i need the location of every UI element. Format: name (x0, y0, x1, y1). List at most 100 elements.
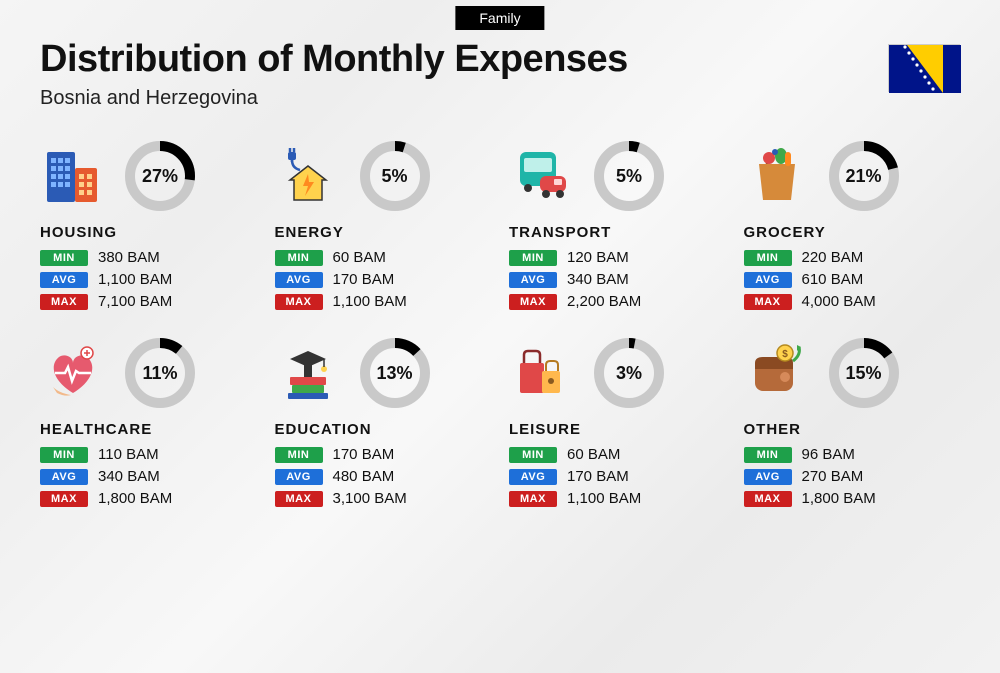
percentage-value: 27% (122, 138, 198, 214)
energy-icon (275, 143, 341, 209)
max-pill: MAX (509, 294, 557, 310)
max-value: 7,100 BAM (98, 293, 172, 310)
min-pill: MIN (40, 447, 88, 463)
stat-min: MIN 220 BAM (744, 249, 961, 266)
min-pill: MIN (744, 250, 792, 266)
percentage-donut: 5% (357, 138, 433, 214)
stat-avg: AVG 340 BAM (509, 271, 726, 288)
stat-max: MAX 1,800 BAM (40, 490, 257, 507)
min-value: 110 BAM (98, 446, 159, 463)
min-value: 220 BAM (802, 249, 864, 266)
min-pill: MIN (744, 447, 792, 463)
min-pill: MIN (275, 250, 323, 266)
max-value: 4,000 BAM (802, 293, 876, 310)
leisure-icon (509, 340, 575, 406)
expense-card: 11% HEALTHCARE MIN 110 BAM AVG 340 BAM M… (40, 335, 257, 512)
expense-card: 27% HOUSING MIN 380 BAM AVG 1,100 BAM MA… (40, 138, 257, 315)
min-value: 120 BAM (567, 249, 629, 266)
max-pill: MAX (40, 294, 88, 310)
category-name: HOUSING (40, 224, 257, 241)
transport-icon (509, 143, 575, 209)
stat-avg: AVG 1,100 BAM (40, 271, 257, 288)
category-name: TRANSPORT (509, 224, 726, 241)
expense-card: 13% EDUCATION MIN 170 BAM AVG 480 BAM MA… (275, 335, 492, 512)
avg-value: 270 BAM (802, 468, 864, 485)
stat-avg: AVG 480 BAM (275, 468, 492, 485)
percentage-donut: 15% (826, 335, 902, 411)
stat-max: MAX 1,100 BAM (509, 490, 726, 507)
stat-avg: AVG 270 BAM (744, 468, 961, 485)
expense-card: $ 15% OTHER MIN 96 BAM AVG 270 BAM MAX 1… (744, 335, 961, 512)
expense-card: 3% LEISURE MIN 60 BAM AVG 170 BAM MAX 1,… (509, 335, 726, 512)
other-icon: $ (744, 340, 810, 406)
stat-max: MAX 3,100 BAM (275, 490, 492, 507)
grocery-icon (744, 143, 810, 209)
category-name: HEALTHCARE (40, 421, 257, 438)
stat-avg: AVG 170 BAM (509, 468, 726, 485)
max-pill: MAX (744, 294, 792, 310)
country-flag-icon (888, 44, 960, 92)
max-value: 3,100 BAM (333, 490, 407, 507)
expense-card: 5% TRANSPORT MIN 120 BAM AVG 340 BAM MAX… (509, 138, 726, 315)
percentage-value: 5% (591, 138, 667, 214)
max-value: 1,800 BAM (802, 490, 876, 507)
category-name: LEISURE (509, 421, 726, 438)
expense-card: 21% GROCERY MIN 220 BAM AVG 610 BAM MAX … (744, 138, 961, 315)
category-name: GROCERY (744, 224, 961, 241)
stat-min: MIN 60 BAM (509, 446, 726, 463)
stat-avg: AVG 340 BAM (40, 468, 257, 485)
category-name: ENERGY (275, 224, 492, 241)
stat-min: MIN 170 BAM (275, 446, 492, 463)
stat-max: MAX 2,200 BAM (509, 293, 726, 310)
svg-text:$: $ (782, 349, 788, 360)
avg-value: 480 BAM (333, 468, 395, 485)
avg-value: 1,100 BAM (98, 271, 172, 288)
min-value: 170 BAM (333, 446, 395, 463)
max-value: 1,100 BAM (333, 293, 407, 310)
avg-pill: AVG (509, 469, 557, 485)
max-pill: MAX (275, 491, 323, 507)
avg-value: 170 BAM (567, 468, 629, 485)
stat-avg: AVG 170 BAM (275, 271, 492, 288)
avg-value: 340 BAM (567, 271, 629, 288)
percentage-donut: 27% (122, 138, 198, 214)
stat-avg: AVG 610 BAM (744, 271, 961, 288)
min-pill: MIN (40, 250, 88, 266)
stat-min: MIN 60 BAM (275, 249, 492, 266)
stat-max: MAX 1,800 BAM (744, 490, 961, 507)
percentage-donut: 3% (591, 335, 667, 411)
avg-value: 340 BAM (98, 468, 160, 485)
category-name: OTHER (744, 421, 961, 438)
min-pill: MIN (275, 447, 323, 463)
stat-min: MIN 96 BAM (744, 446, 961, 463)
education-icon (275, 340, 341, 406)
avg-value: 610 BAM (802, 271, 864, 288)
avg-pill: AVG (40, 272, 88, 288)
housing-icon (40, 143, 106, 209)
avg-pill: AVG (744, 272, 792, 288)
stat-min: MIN 120 BAM (509, 249, 726, 266)
percentage-value: 11% (122, 335, 198, 411)
avg-pill: AVG (744, 469, 792, 485)
percentage-donut: 21% (826, 138, 902, 214)
healthcare-icon (40, 340, 106, 406)
header: Distribution of Monthly Expenses Bosnia … (0, 0, 1000, 110)
stat-max: MAX 4,000 BAM (744, 293, 961, 310)
min-value: 60 BAM (333, 249, 386, 266)
stat-max: MAX 1,100 BAM (275, 293, 492, 310)
min-value: 60 BAM (567, 446, 620, 463)
avg-pill: AVG (275, 272, 323, 288)
avg-pill: AVG (509, 272, 557, 288)
percentage-value: 3% (591, 335, 667, 411)
percentage-donut: 11% (122, 335, 198, 411)
max-value: 1,800 BAM (98, 490, 172, 507)
stat-max: MAX 7,100 BAM (40, 293, 257, 310)
expense-card: 5% ENERGY MIN 60 BAM AVG 170 BAM MAX 1,1… (275, 138, 492, 315)
max-pill: MAX (40, 491, 88, 507)
expense-grid: 27% HOUSING MIN 380 BAM AVG 1,100 BAM MA… (0, 110, 1000, 512)
avg-pill: AVG (275, 469, 323, 485)
stat-min: MIN 380 BAM (40, 249, 257, 266)
percentage-donut: 13% (357, 335, 433, 411)
category-name: EDUCATION (275, 421, 492, 438)
percentage-donut: 5% (591, 138, 667, 214)
